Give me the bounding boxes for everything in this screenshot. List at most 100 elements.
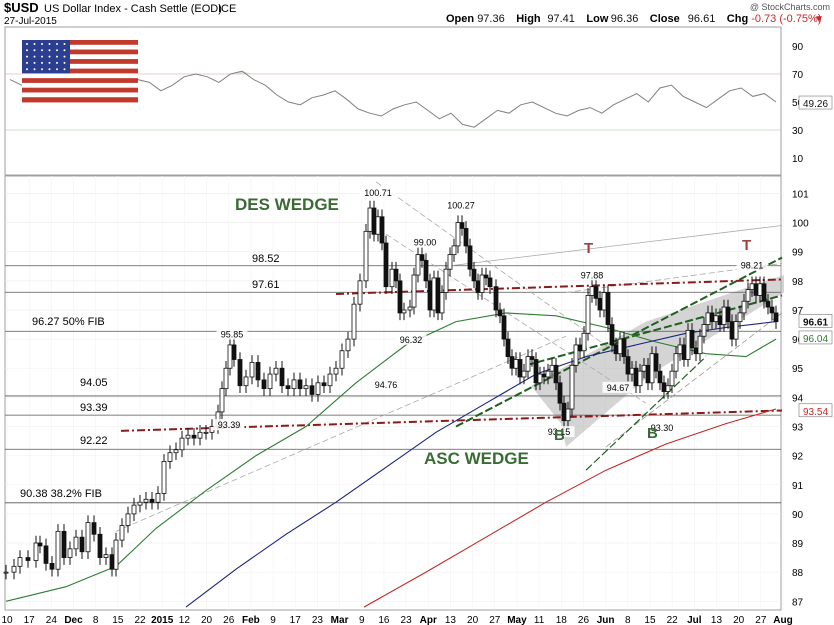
candle-body <box>645 364 651 384</box>
candle-body <box>143 498 149 503</box>
flag-star <box>56 61 58 64</box>
rsi-tick-label: 50 <box>792 98 804 109</box>
price-label-93-15: 93.15 <box>548 427 571 437</box>
x-tick-label: Jun <box>597 615 615 625</box>
candle-body <box>345 338 351 352</box>
x-tick-label: 9 <box>270 615 276 625</box>
x-tick-label: 12 <box>179 615 191 625</box>
y-tick-label: 88 <box>792 568 804 579</box>
price-label-96-32: 96.32 <box>400 335 423 345</box>
sma200-badge-box <box>798 403 833 418</box>
flag-star <box>63 55 66 58</box>
candle-body <box>513 359 519 369</box>
candle-body <box>419 254 425 261</box>
candle-body <box>261 379 267 390</box>
candle-body <box>633 367 639 387</box>
flag-star <box>56 68 58 71</box>
x-tick-label: 15 <box>644 615 656 625</box>
candle-body <box>761 283 767 302</box>
candle-body <box>415 254 421 276</box>
us-flag-icon <box>22 40 138 103</box>
flag-star <box>41 49 43 52</box>
candle-body <box>605 292 611 325</box>
x-tick-label: Mar <box>331 615 349 625</box>
candle-body <box>561 402 567 422</box>
candle-body <box>333 367 339 375</box>
candle-body <box>439 292 445 314</box>
candle-body <box>521 370 527 378</box>
ohlc-value-close: 96.61 <box>688 13 716 25</box>
candle-body <box>545 370 551 378</box>
candle-body <box>475 280 481 293</box>
price-panel <box>4 175 782 611</box>
candle-body <box>237 359 243 387</box>
candle-body <box>669 370 675 387</box>
chg-down-icon: ▼ <box>814 14 824 25</box>
candle-body <box>427 280 433 311</box>
x-tick-label: 11 <box>534 615 545 625</box>
price-label-bg <box>216 328 248 340</box>
flag-star <box>26 61 28 64</box>
level-label-9339: 93.39 <box>80 402 108 414</box>
candle-body <box>529 356 535 360</box>
rsi-badge: 49.26 <box>803 99 828 110</box>
trendline-lower-channel <box>605 312 783 448</box>
candle-body <box>701 324 707 337</box>
candle-body <box>479 274 485 293</box>
candle-body <box>339 350 345 369</box>
symbol-label: $USD <box>4 0 39 15</box>
candle-body <box>161 461 167 494</box>
candle-body <box>351 303 357 340</box>
x-tick-label: 13 <box>445 615 457 625</box>
candle-body <box>585 295 591 334</box>
candle-body <box>17 557 23 567</box>
candle-body <box>407 306 413 311</box>
x-tick-label: 26 <box>578 615 590 625</box>
y-tick-label: 94 <box>792 393 804 404</box>
candle-body <box>505 338 511 357</box>
candle-body <box>389 268 395 288</box>
ohlc-value-high: 97.41 <box>547 13 575 25</box>
y-tick-label: 101 <box>792 189 809 200</box>
candle-body <box>273 367 279 375</box>
candle-body <box>649 353 655 384</box>
candle-body <box>321 382 327 387</box>
candle-body <box>721 306 727 325</box>
price-label-bg <box>576 269 608 281</box>
flag-star <box>63 61 66 64</box>
ma-line-sma50 <box>5 312 777 602</box>
x-tick-label: 20 <box>467 615 479 625</box>
candle-body <box>661 382 667 392</box>
bottom-marker-2: B <box>647 425 658 442</box>
candle-body <box>227 344 233 369</box>
candle-body <box>673 353 679 372</box>
candle-body <box>197 431 203 439</box>
top-marker-2: T <box>742 237 751 254</box>
candle-body <box>705 312 711 325</box>
candle-body <box>371 207 377 235</box>
flag-star <box>33 68 36 71</box>
candle-body <box>55 530 61 570</box>
candle-body <box>255 362 261 381</box>
price-label-bg <box>646 421 678 433</box>
flag-star <box>63 49 66 52</box>
price-labels: 100.71 100.27 99.00 98.21 97.88 96.32 95.85 94.… <box>213 186 768 438</box>
flag-stripe <box>22 44 138 50</box>
asc-wedge-label: ASC WEDGE <box>424 449 529 468</box>
sma50-badge-box <box>798 330 833 345</box>
x-tick-label: 15 <box>112 615 124 625</box>
price-label-bg <box>442 199 480 211</box>
candle-body <box>455 222 461 247</box>
ohlc-value-open: 97.36 <box>477 13 505 25</box>
x-tick-label: Apr <box>420 615 437 625</box>
flag-star <box>56 43 58 45</box>
x-tick-label: 23 <box>401 615 413 625</box>
flag-star <box>41 68 43 71</box>
candle-body <box>597 297 603 311</box>
ohlc-readout: Open 97.36 High 97.41 Low 96.36 Close 96.61 Chg -… <box>446 13 824 25</box>
candle-body <box>267 373 273 390</box>
x-tick-label: Feb <box>242 615 260 625</box>
candle-body <box>601 292 607 311</box>
candle-body <box>685 329 691 360</box>
rsi-y-axis: 90 70 50 30 10 <box>792 42 804 165</box>
